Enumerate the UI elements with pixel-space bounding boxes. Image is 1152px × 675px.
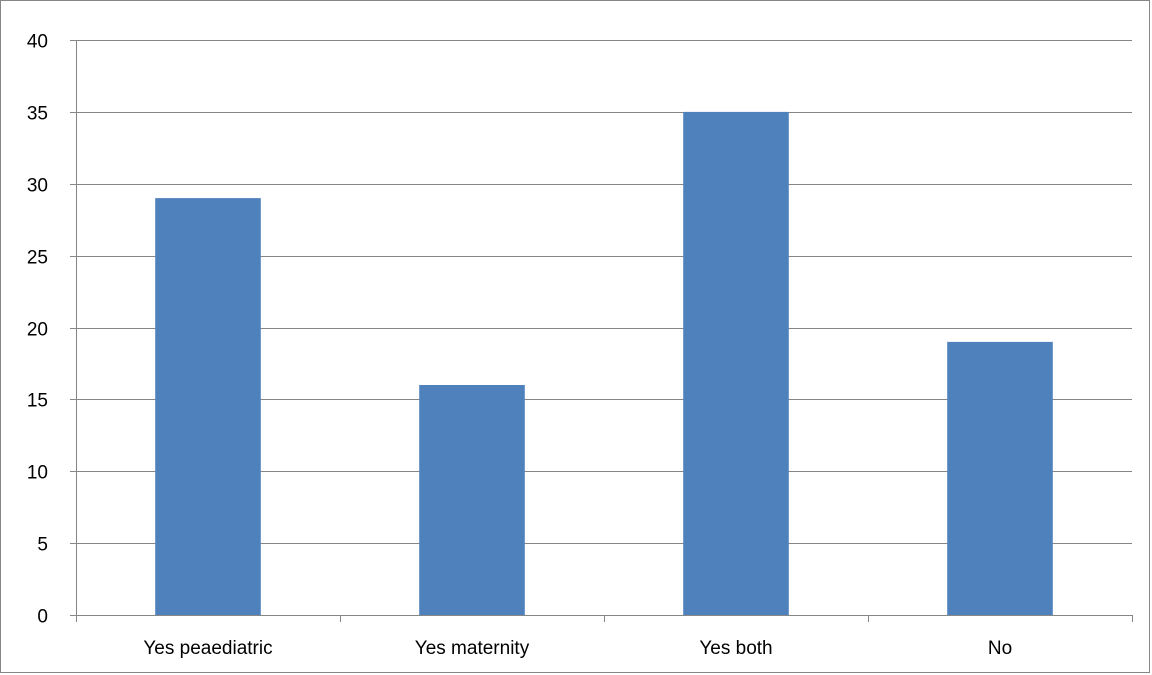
x-tick-label-yes-both: Yes both: [699, 638, 772, 659]
x-tick-label-yes-maternity: Yes maternity: [415, 638, 530, 659]
axes: [70, 40, 1133, 622]
y-tick-label-15: 15: [27, 391, 48, 412]
y-tick-label-20: 20: [27, 320, 48, 341]
bars: [155, 111, 1053, 616]
y-tick-labels: 0 5 10 15 20 25 30 35 40: [27, 32, 48, 628]
y-tick-label-40: 40: [27, 32, 48, 53]
x-tick-label-yes-peaediatric: Yes peaediatric: [143, 638, 272, 659]
bar-yes-maternity: [419, 385, 525, 615]
y-tick-label-30: 30: [27, 176, 48, 197]
bar-yes-both: [683, 111, 789, 616]
x-tick-label-no: No: [988, 638, 1012, 659]
y-tick-label-5: 5: [37, 535, 48, 556]
y-tick-label-0: 0: [37, 607, 48, 628]
y-tick-label-35: 35: [27, 104, 48, 125]
bar-yes-peaediatric: [155, 198, 261, 615]
y-tick-label-10: 10: [27, 463, 48, 484]
bar-no: [947, 341, 1053, 615]
y-tick-label-25: 25: [27, 248, 48, 269]
x-tick-labels: Yes peaediatric Yes maternity Yes both No: [143, 638, 1012, 659]
